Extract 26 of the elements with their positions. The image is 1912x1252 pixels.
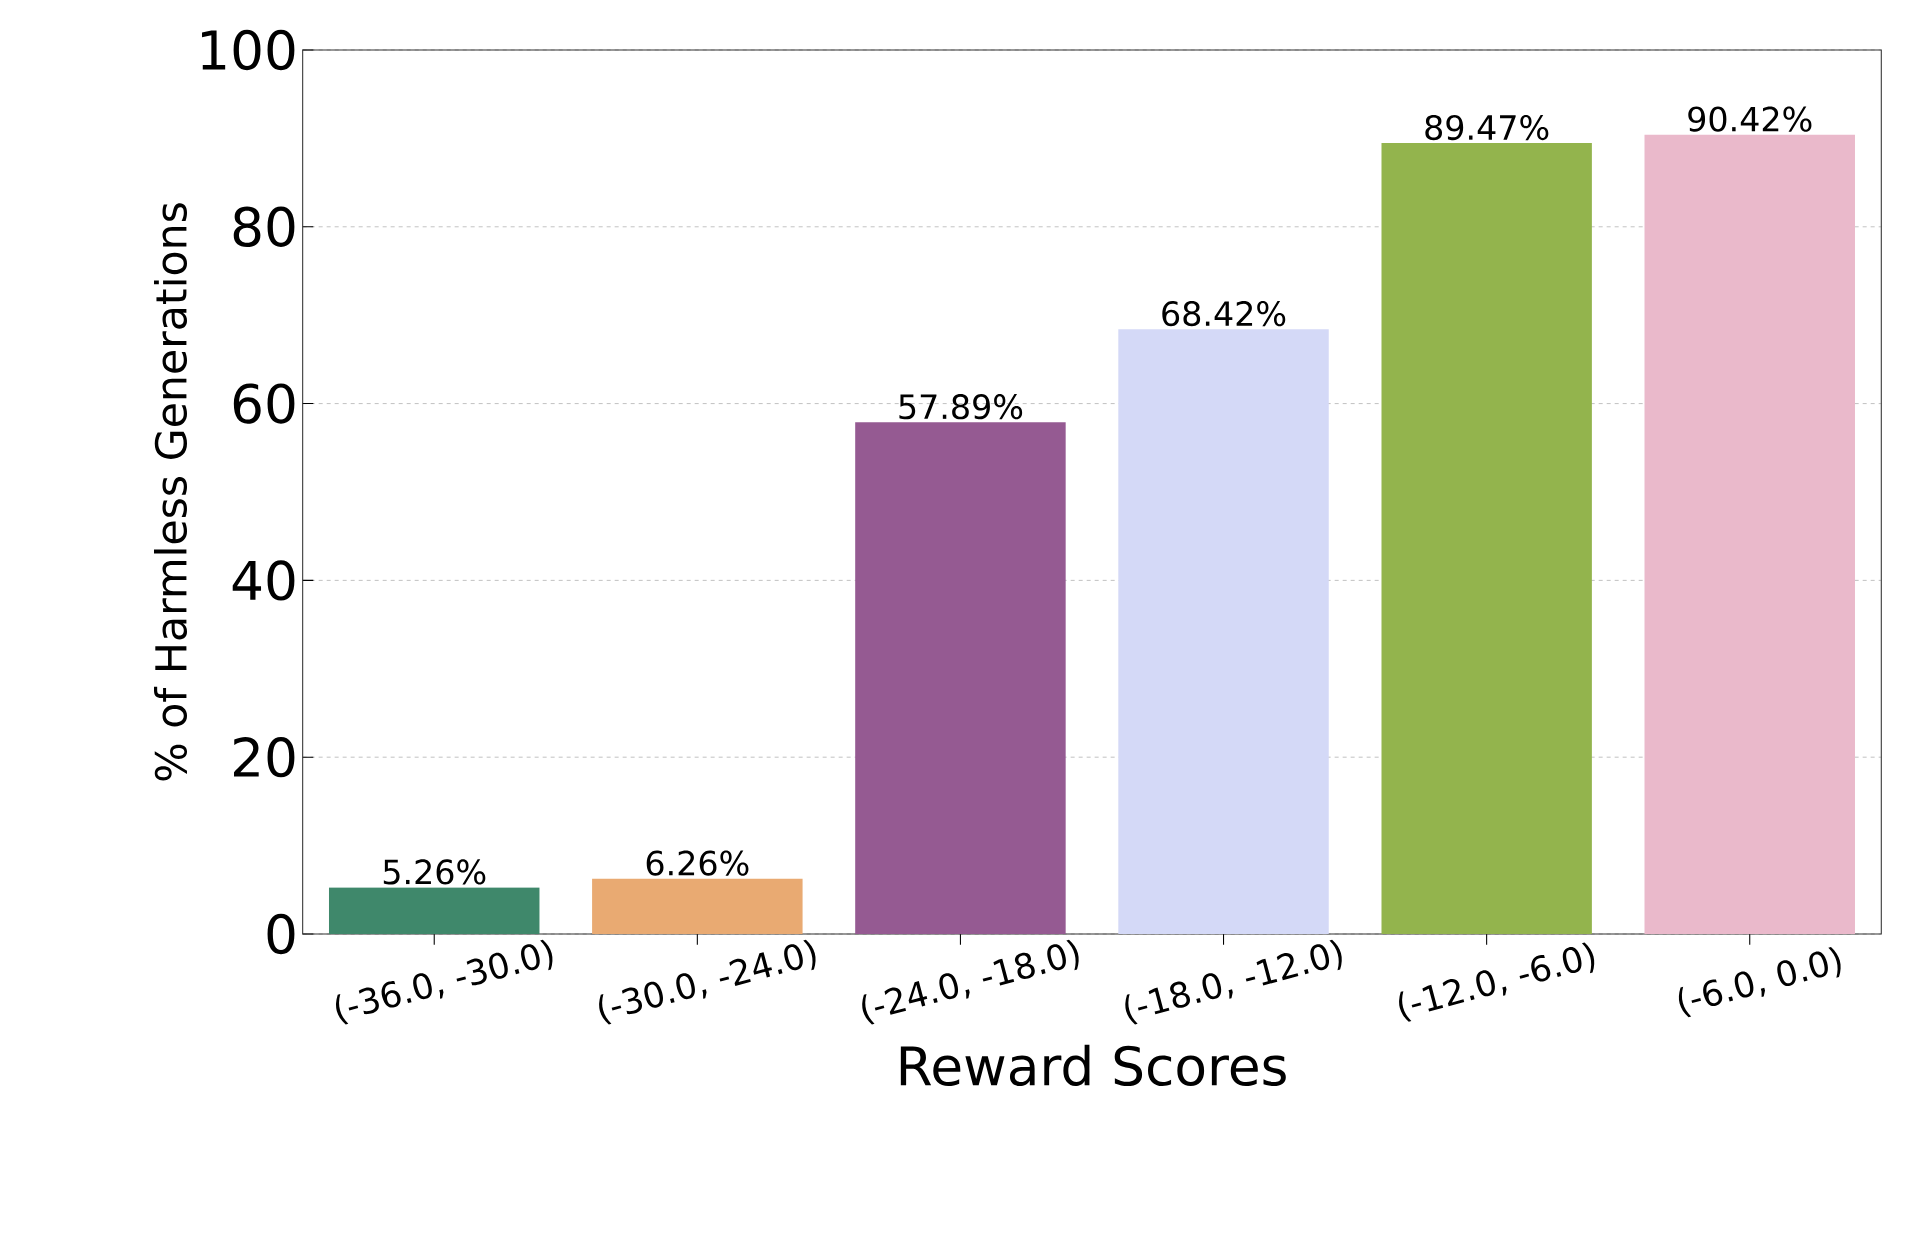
x-tick-label: (-36.0, -30.0): [336, 939, 553, 1025]
data-label: 57.89%: [899, 394, 1023, 420]
data-label: 6.26%: [646, 850, 749, 876]
data-label: 90.42%: [1688, 106, 1812, 132]
y-tick-label: 80: [233, 206, 295, 247]
x-tick-label: (-24.0, -18.0): [862, 939, 1079, 1025]
bar: [1118, 329, 1329, 934]
data-label: 89.47%: [1425, 114, 1549, 141]
bar: [328, 887, 540, 934]
x-tick-label: (-12.0, -6.0): [1399, 942, 1595, 1022]
x-tick-label: (-18.0, -12.0): [1125, 939, 1342, 1025]
x-axis-title: Reward Scores: [900, 1044, 1286, 1087]
y-tick-label: 0: [267, 913, 295, 955]
bar: [855, 422, 1066, 934]
bar: [592, 878, 803, 934]
y-tick-label: 60: [233, 383, 295, 424]
bar: [1644, 134, 1855, 934]
data-label: 68.42%: [1162, 301, 1286, 327]
y-axis-title: % of Harmless Generations: [154, 203, 188, 781]
y-tick-label: 100: [202, 29, 295, 71]
y-tick-label: 20: [234, 737, 295, 778]
bar: [1381, 143, 1592, 934]
x-tick-label: (-6.0, 0.0): [1678, 947, 1841, 1018]
x-tick-label: (-30.0, -24.0): [599, 939, 816, 1025]
data-label: 5.26%: [383, 859, 486, 885]
y-tick-label: 40: [232, 560, 295, 601]
